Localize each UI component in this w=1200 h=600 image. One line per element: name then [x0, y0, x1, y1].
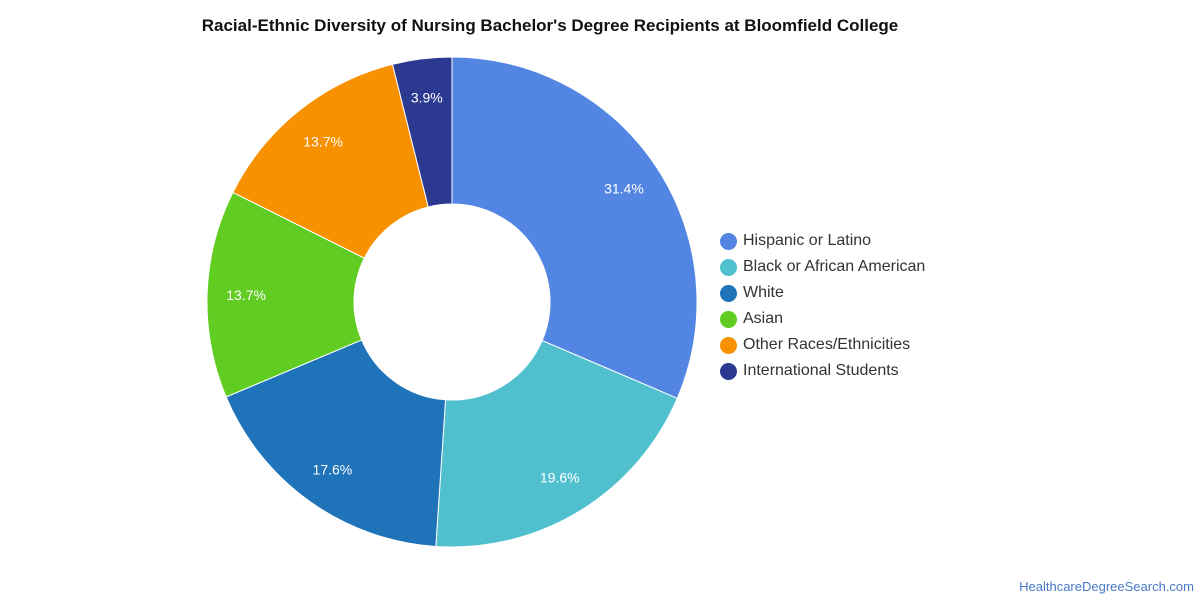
donut-slice[interactable] — [206, 191, 366, 398]
donut-slice[interactable] — [391, 56, 453, 208]
slice-value-label: 17.6% — [313, 462, 353, 478]
legend-label: International Students — [743, 362, 899, 379]
legend-item: International Students — [720, 358, 925, 384]
legend-swatch — [720, 232, 737, 250]
legend-label: Asian — [743, 310, 784, 327]
donut-slice[interactable] — [232, 63, 429, 259]
legend-label: Other Races/Ethnicities — [743, 336, 911, 353]
legend-swatch — [720, 362, 737, 380]
slice-value-label: 3.9% — [411, 90, 443, 106]
slice-value-label: 31.4% — [604, 181, 644, 197]
legend-swatch — [720, 310, 737, 328]
slices-group — [206, 56, 698, 548]
slice-value-label: 19.6% — [540, 470, 580, 486]
donut-slice[interactable] — [451, 56, 698, 399]
legend-label: Hispanic or Latino — [743, 232, 872, 249]
legend-item: Black or African American — [720, 254, 925, 280]
legend-label: White — [743, 284, 784, 301]
legend-item: Asian — [720, 306, 925, 332]
legend-swatch — [720, 258, 737, 276]
donut-slice[interactable] — [225, 339, 447, 547]
legend-swatch — [720, 336, 737, 354]
watermark[interactable]: HealthcareDegreeSearch.com — [1019, 579, 1194, 594]
slice-value-label: 13.7% — [226, 287, 266, 303]
legend-item: Other Races/Ethnicities — [720, 332, 925, 358]
legend-label: Black or African American — [743, 258, 926, 275]
legend-item: Hispanic or Latino — [720, 228, 925, 254]
donut-slice[interactable] — [435, 339, 678, 548]
slice-labels-group: 31.4% 19.6% 17.6% 13.7% 13.7% 3.9% — [226, 90, 644, 486]
chart-title: Racial-Ethnic Diversity of Nursing Bache… — [201, 16, 899, 35]
legend-item: White — [720, 280, 925, 306]
slice-value-label: 13.7% — [303, 133, 343, 149]
chart-legend: Hispanic or Latino Black or African Amer… — [720, 228, 925, 384]
legend-swatch — [720, 284, 737, 302]
